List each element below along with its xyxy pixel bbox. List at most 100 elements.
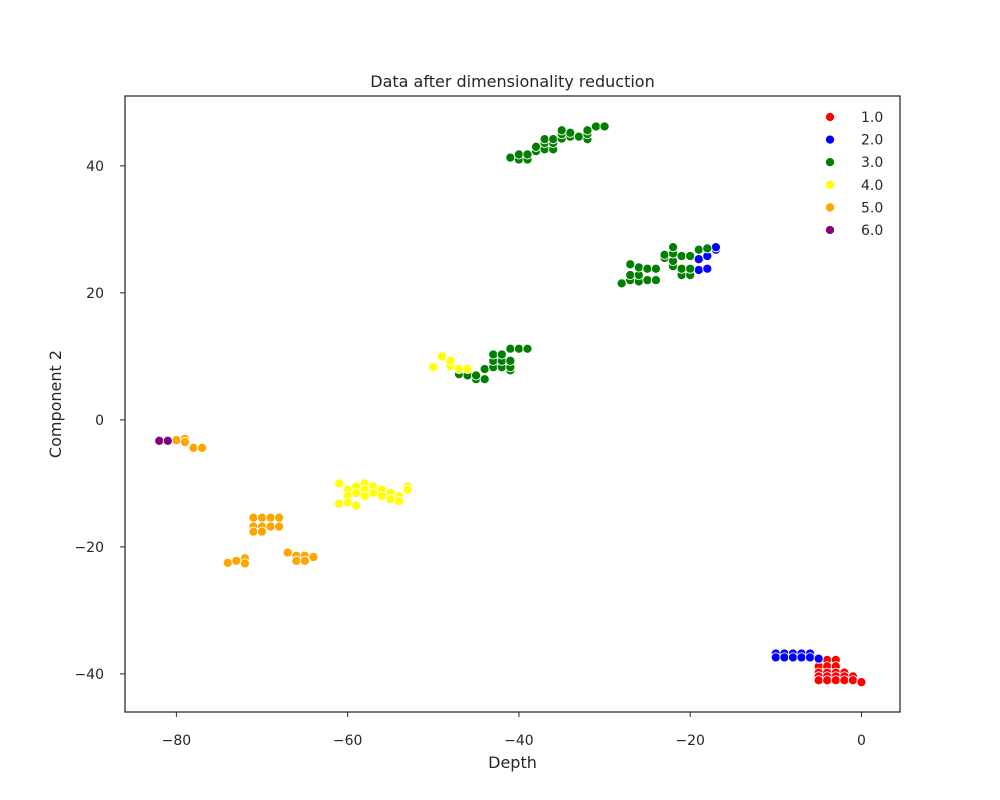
data-point — [642, 275, 653, 286]
data-point — [779, 652, 790, 663]
data-point — [308, 552, 319, 563]
data-point — [659, 249, 670, 260]
data-point — [839, 675, 850, 686]
data-point — [462, 364, 473, 375]
data-point — [291, 555, 302, 566]
data-point — [531, 141, 542, 152]
data-point — [847, 675, 858, 686]
legend-marker — [824, 224, 836, 236]
data-point — [813, 675, 824, 686]
legend: 1.0 2.0 3.0 4.0 5.0 6.0 — [824, 110, 883, 239]
data-point — [787, 652, 799, 663]
data-point — [188, 442, 199, 453]
data-point — [590, 121, 602, 132]
legend-label: 4.0 — [861, 178, 883, 194]
legend-label: 6.0 — [861, 223, 883, 239]
data-point — [522, 343, 533, 354]
legend-marker — [824, 179, 836, 190]
legend-item: 2.0 — [824, 133, 883, 149]
data-point — [625, 270, 636, 281]
plot-frame — [124, 95, 901, 713]
data-point — [428, 362, 439, 373]
data-point — [368, 487, 379, 498]
x-tick-label: −60 — [333, 733, 363, 749]
y-tick-label: −40 — [74, 667, 104, 683]
data-point — [650, 275, 661, 286]
data-point — [479, 374, 490, 385]
data-point — [256, 512, 268, 523]
data-point — [359, 491, 370, 502]
legend-label: 5.0 — [861, 200, 883, 216]
data-point — [650, 263, 661, 274]
data-point — [479, 364, 490, 375]
data-point — [505, 355, 516, 366]
data-point — [830, 675, 841, 686]
data-point — [702, 243, 713, 254]
data-point — [351, 500, 362, 511]
data-point — [393, 496, 405, 507]
data-point — [582, 125, 593, 136]
y-axis-label: Component 2 — [46, 350, 65, 458]
data-point — [693, 244, 704, 255]
x-axis: −80 −60 −40 −20 0 — [162, 712, 866, 749]
data-point — [453, 364, 465, 375]
series-2.0 — [693, 242, 824, 664]
x-tick-label: −20 — [675, 733, 705, 749]
data-point — [334, 478, 345, 489]
data-point — [693, 264, 704, 276]
y-tick-label: 40 — [86, 159, 104, 175]
data-point — [693, 254, 704, 265]
y-tick-label: −20 — [74, 540, 104, 556]
data-point — [513, 343, 524, 354]
data-point — [676, 250, 687, 262]
data-point — [222, 557, 233, 568]
data-point — [179, 437, 190, 448]
data-point — [633, 262, 644, 273]
legend-label: 3.0 — [861, 155, 883, 171]
data-point — [334, 498, 345, 509]
data-point — [265, 512, 276, 523]
data-point — [685, 263, 696, 274]
data-point — [376, 491, 387, 502]
data-point — [513, 149, 524, 160]
legend-item: 1.0 — [824, 110, 883, 126]
legend-marker — [824, 157, 836, 168]
data-point — [239, 558, 250, 569]
series-3.0 — [453, 121, 713, 385]
legend-marker — [824, 111, 836, 123]
data-point — [822, 675, 833, 686]
data-point — [342, 497, 353, 508]
data-point — [642, 263, 653, 274]
data-point — [668, 242, 679, 253]
data-point — [556, 125, 567, 136]
data-point — [445, 355, 456, 366]
data-point — [522, 149, 533, 160]
data-point — [248, 526, 259, 537]
y-axis: −40 −20 0 20 40 — [74, 159, 125, 683]
data-point — [154, 435, 165, 446]
data-point — [805, 652, 816, 663]
data-point — [616, 278, 627, 289]
data-point — [710, 242, 721, 253]
data-point — [274, 512, 285, 523]
data-point — [265, 521, 276, 532]
data-point — [702, 263, 713, 274]
data-point — [573, 131, 584, 142]
legend-label: 2.0 — [861, 133, 883, 149]
data-point — [256, 526, 268, 537]
data-point — [436, 351, 447, 362]
data-point — [813, 653, 824, 664]
data-point — [248, 512, 259, 523]
data-point — [488, 349, 499, 360]
data-point — [274, 521, 285, 532]
data-point — [539, 134, 550, 145]
data-point — [231, 555, 242, 566]
legend-item: 5.0 — [824, 200, 883, 216]
data-point — [385, 494, 396, 505]
data-point — [505, 152, 516, 163]
y-tick-label: 20 — [86, 286, 104, 302]
data-point — [282, 547, 293, 558]
data-point — [171, 435, 182, 446]
data-point — [856, 677, 867, 688]
